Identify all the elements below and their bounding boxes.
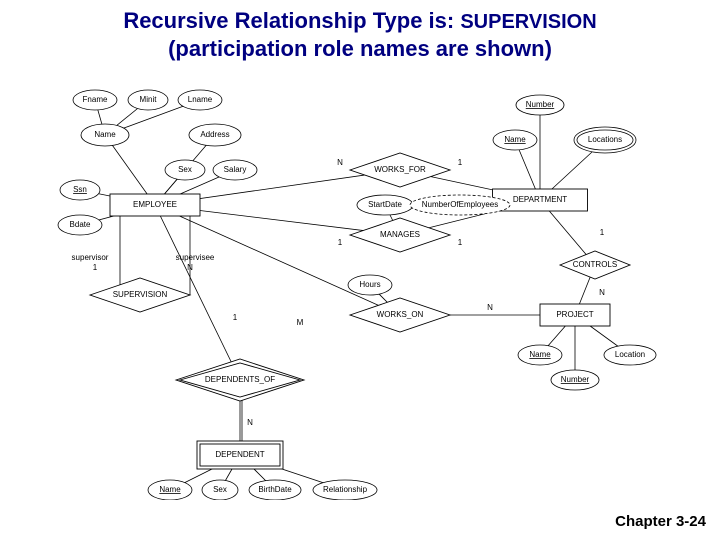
svg-text:N: N [247,418,253,427]
svg-text:DEPENDENTS_OF: DEPENDENTS_OF [205,375,275,384]
svg-text:N: N [599,288,605,297]
svg-text:N: N [337,158,343,167]
svg-text:Locations: Locations [588,135,622,144]
svg-text:M: M [297,318,304,327]
svg-text:Bdate: Bdate [70,220,91,229]
svg-text:Ssn: Ssn [73,185,87,194]
title-prefix: Recursive Relationship Type is: [123,8,460,33]
er-diagram: N1111NMN1N1supervisorNsuperviseeEMPLOYEE… [40,70,680,500]
svg-text:EMPLOYEE: EMPLOYEE [133,200,177,209]
svg-text:Location: Location [615,350,645,359]
svg-text:WORKS_ON: WORKS_ON [377,310,424,319]
svg-text:StartDate: StartDate [368,200,402,209]
title-supervision: SUPERVISION [460,11,596,33]
svg-text:NumberOfEmployees: NumberOfEmployees [422,200,498,209]
slide-title: Recursive Relationship Type is: SUPERVIS… [0,8,720,62]
svg-text:Minit: Minit [140,95,158,104]
svg-text:Hours: Hours [359,280,380,289]
svg-text:N: N [187,263,193,272]
svg-text:MANAGES: MANAGES [380,230,420,239]
svg-text:Salary: Salary [224,165,247,174]
svg-text:supervisee: supervisee [176,253,215,262]
svg-text:CONTROLS: CONTROLS [573,260,617,269]
svg-text:1: 1 [233,313,238,322]
svg-text:Relationship: Relationship [323,485,368,494]
svg-text:PROJECT: PROJECT [556,310,593,319]
svg-text:1: 1 [458,238,463,247]
svg-text:Sex: Sex [178,165,192,174]
svg-text:1: 1 [600,228,605,237]
svg-text:Lname: Lname [188,95,213,104]
svg-text:Name: Name [159,485,181,494]
svg-text:Sex: Sex [213,485,227,494]
svg-text:Name: Name [504,135,526,144]
svg-text:Address: Address [200,130,229,139]
svg-text:Name: Name [94,130,116,139]
svg-text:1: 1 [93,263,98,272]
svg-text:1: 1 [338,238,343,247]
svg-text:supervisor: supervisor [72,253,109,262]
svg-text:WORKS_FOR: WORKS_FOR [374,165,426,174]
footer-chapter: Chapter 3-24 [615,513,706,530]
svg-text:Number: Number [561,375,590,384]
svg-text:Fname: Fname [83,95,108,104]
svg-text:1: 1 [458,158,463,167]
svg-text:BirthDate: BirthDate [258,485,292,494]
title-line2: (participation role names are shown) [0,36,720,62]
svg-text:DEPENDENT: DEPENDENT [215,450,264,459]
svg-text:N: N [487,303,493,312]
svg-text:Number: Number [526,100,555,109]
svg-text:DEPARTMENT: DEPARTMENT [513,195,567,204]
svg-text:Name: Name [529,350,551,359]
svg-text:SUPERVISION: SUPERVISION [113,290,168,299]
